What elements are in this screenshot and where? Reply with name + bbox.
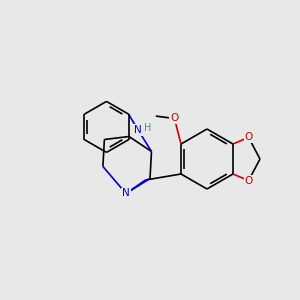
Text: O: O [170, 113, 178, 123]
Text: N: N [122, 188, 130, 199]
Text: O: O [244, 132, 253, 142]
Text: N: N [134, 125, 142, 135]
Text: H: H [144, 123, 151, 134]
Text: O: O [244, 176, 253, 186]
